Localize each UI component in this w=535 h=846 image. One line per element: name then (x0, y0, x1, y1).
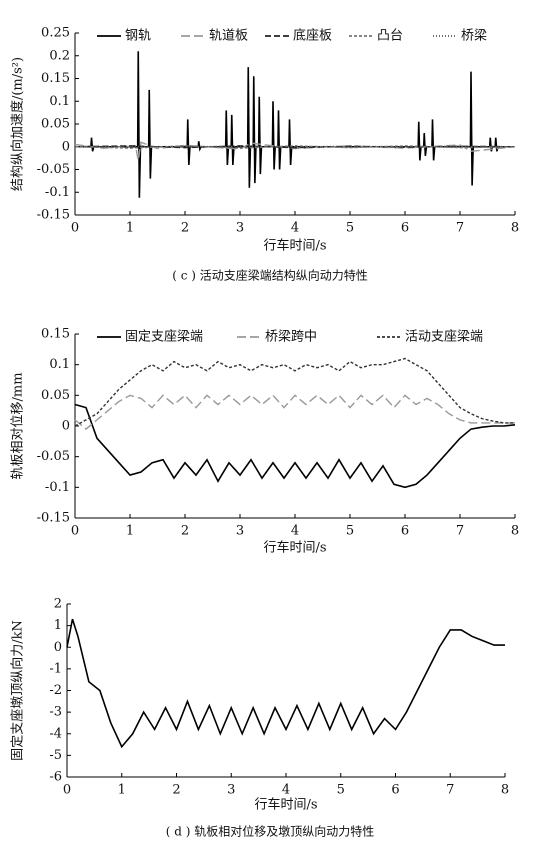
series-line (74, 145, 516, 149)
legend-label: 凸台 (377, 29, 403, 44)
y-axis-label: 结构纵向加速度/(m/s²) (10, 57, 26, 191)
legend-label: 钢轨 (125, 29, 151, 44)
x-tick-label: 4 (291, 221, 299, 236)
y-tick-label: -2 (49, 683, 62, 698)
y-tick-label: -0.1 (45, 480, 70, 495)
y-tick-label: 0.2 (49, 48, 70, 63)
y-tick-label: 0.1 (49, 357, 70, 372)
x-tick-label: 1 (126, 221, 134, 236)
y-tick-label: -3 (49, 705, 62, 720)
y-tick-label: -1 (49, 661, 62, 676)
x-tick-label: 4 (282, 783, 290, 798)
x-tick-label: 3 (236, 221, 244, 236)
x-tick-label: 3 (236, 524, 244, 539)
x-tick-label: 1 (126, 524, 134, 539)
x-tick-label: 0 (63, 783, 71, 798)
y-tick-label: 0.05 (41, 388, 70, 403)
x-tick-label: 1 (118, 783, 126, 798)
legend-label: 底座板 (293, 28, 332, 44)
y-axis-label: 轨板相对位移/mm (11, 372, 26, 479)
x-tick-label: 5 (346, 524, 354, 539)
y-tick-label: -0.15 (37, 208, 70, 223)
x-tick-label: 2 (172, 783, 180, 798)
y-tick-label: -0.05 (37, 449, 70, 464)
x-tick-label: 0 (71, 524, 79, 539)
y-tick-label: -0.15 (37, 511, 70, 526)
legend-label: 桥梁 (461, 29, 487, 44)
y-tick-label: -5 (49, 748, 62, 763)
series-line (74, 394, 515, 430)
x-tick-label: 8 (511, 524, 519, 539)
x-tick-label: 7 (456, 524, 464, 539)
y-tick-label: 0.15 (41, 327, 70, 342)
y-tick-label: 0.05 (41, 117, 70, 132)
x-tick-label: 7 (446, 783, 454, 798)
caption: ( c ) 活动支座梁端结构纵向动力特性 (172, 268, 368, 283)
x-tick-label: 5 (337, 783, 345, 798)
legend-label: 轨道板 (209, 29, 248, 44)
x-tick-label: 8 (511, 221, 519, 236)
y-tick-label: 2 (54, 597, 62, 612)
y-tick-label: 0 (62, 139, 70, 154)
x-tick-label: 6 (391, 783, 399, 798)
x-tick-label: 2 (181, 221, 189, 236)
y-tick-label: 0.15 (41, 71, 70, 86)
y-tick-label: -0.05 (37, 162, 70, 177)
series-line (74, 357, 515, 427)
y-tick-label: 1 (54, 618, 62, 633)
legend-label: 固定支座梁端 (125, 330, 203, 345)
series-line (66, 618, 505, 749)
y-tick-label: -6 (49, 770, 62, 785)
x-tick-label: 6 (401, 524, 409, 539)
x-axis-label: 行车时间/s (263, 238, 326, 254)
series-line (74, 403, 516, 489)
y-tick-label: 0 (54, 640, 62, 655)
y-tick-label: 0.1 (49, 94, 70, 109)
x-tick-label: 6 (401, 221, 409, 236)
x-tick-label: 8 (501, 783, 509, 798)
y-tick-label: 0 (62, 419, 70, 434)
y-tick-label: -4 (49, 726, 62, 741)
x-tick-label: 4 (291, 524, 299, 539)
x-tick-label: 0 (71, 221, 79, 236)
x-axis-label: 行车时间/s (263, 540, 326, 556)
caption: ( d ) 轨板相对位移及墩顶纵向动力特性 (166, 824, 375, 839)
legend-label: 桥梁跨中 (265, 330, 317, 345)
x-axis-label: 行车时间/s (254, 797, 317, 813)
y-axis-label: 固定支座墩顶纵向力/kN (10, 620, 26, 761)
series-line (75, 51, 515, 198)
y-tick-label: 0.25 (41, 26, 70, 41)
x-tick-label: 7 (456, 221, 464, 236)
x-tick-label: 2 (181, 524, 189, 539)
x-tick-label: 3 (227, 783, 235, 798)
x-tick-label: 5 (346, 221, 354, 236)
legend-label: 活动支座梁端 (405, 330, 483, 345)
y-tick-label: -0.1 (45, 185, 70, 200)
